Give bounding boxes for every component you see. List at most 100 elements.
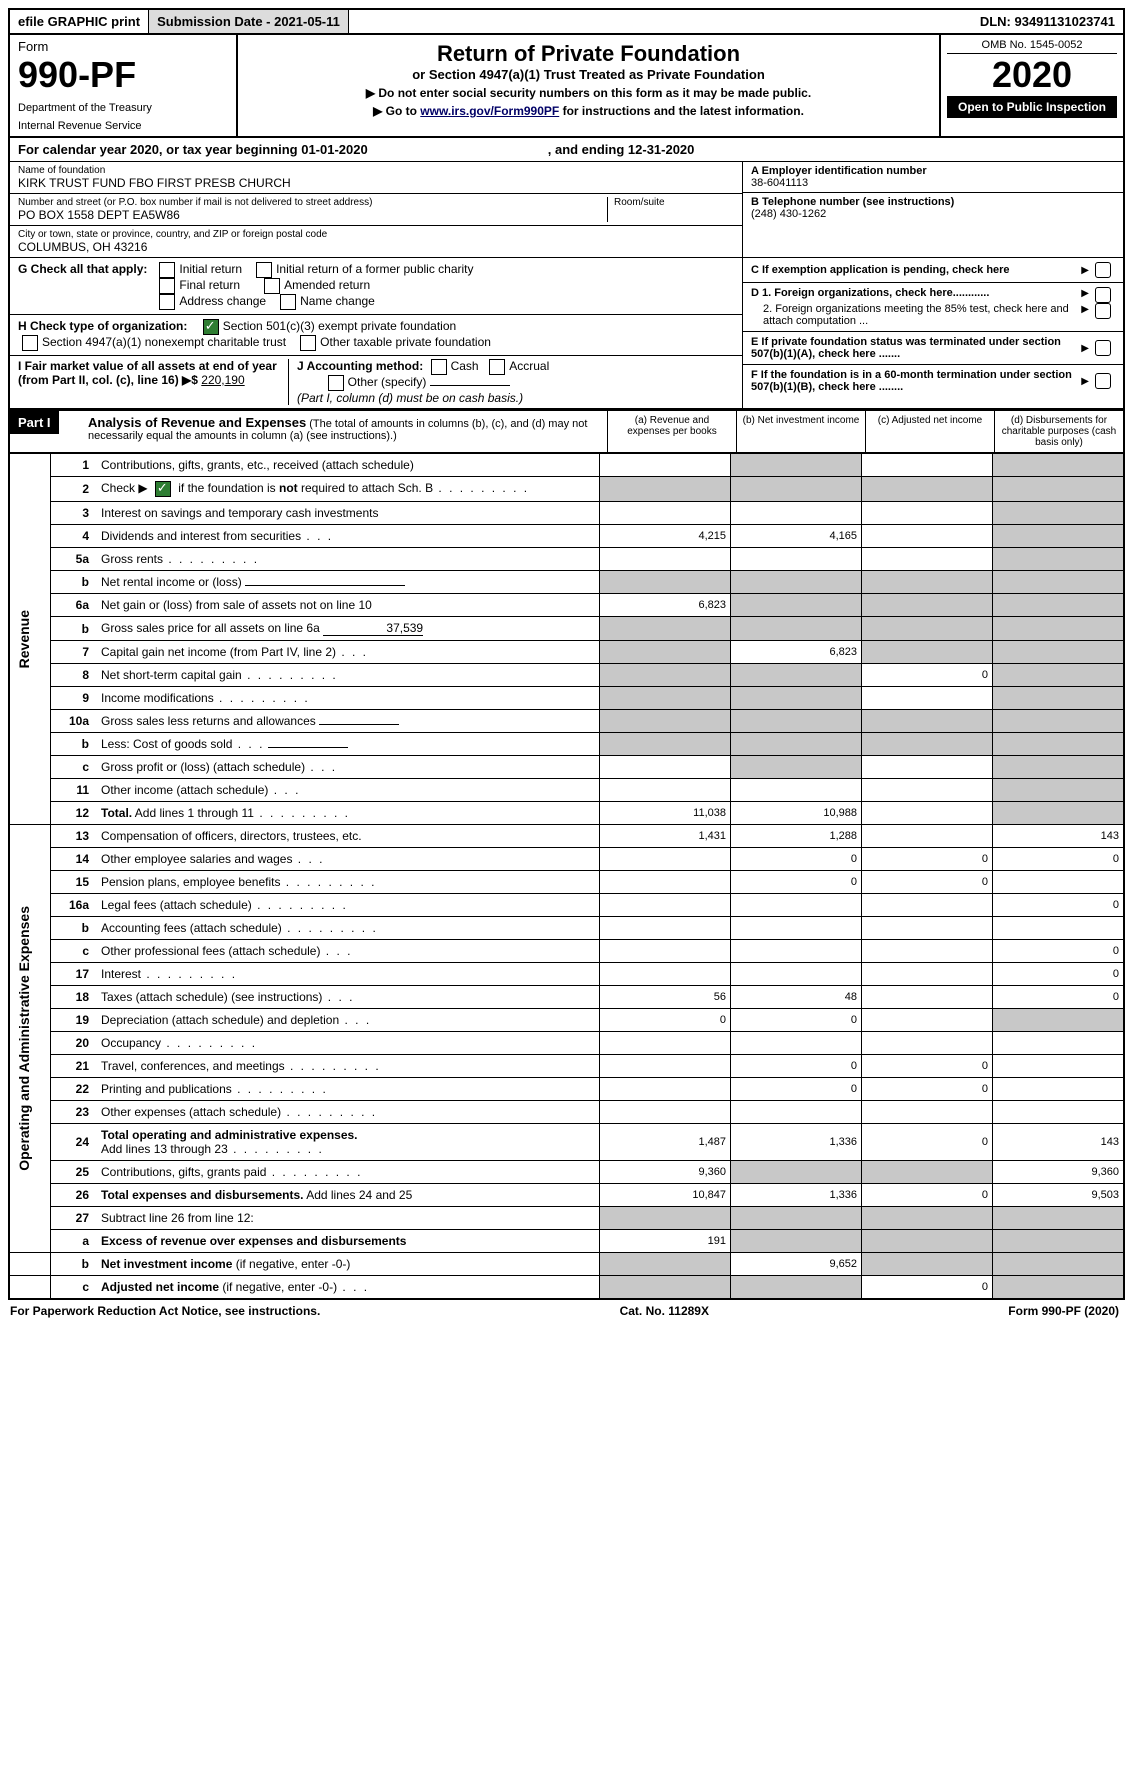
cb-501c3[interactable] [203, 319, 219, 335]
street-address: PO BOX 1558 DEPT EA5W86 [18, 208, 607, 222]
addr-change-label: Address change [179, 294, 266, 308]
expenses-section-label: Operating and Administrative Expenses [10, 825, 51, 1253]
arrow-icon [1081, 375, 1091, 387]
table-row: 22Printing and publications00 [10, 1078, 1123, 1101]
arrow-icon [1081, 287, 1091, 303]
ein-label: A Employer identification number [751, 165, 1115, 177]
cb-d2[interactable] [1095, 303, 1111, 319]
id-left: Name of foundation KIRK TRUST FUND FBO F… [10, 162, 742, 257]
goto-post: for instructions and the latest informat… [559, 104, 804, 118]
dept-irs: Internal Revenue Service [18, 120, 228, 132]
table-row: 19Depreciation (attach schedule) and dep… [10, 1009, 1123, 1032]
part1-header: Part I Analysis of Revenue and Expenses … [10, 409, 1123, 453]
cb-4947a1[interactable] [22, 335, 38, 351]
table-row: 18Taxes (attach schedule) (see instructi… [10, 986, 1123, 1009]
part1-table: Revenue 1 Contributions, gifts, grants, … [10, 453, 1123, 1298]
table-row: bLess: Cost of goods sold [10, 733, 1123, 756]
table-row: 12Total. Add lines 1 through 1111,03810,… [10, 802, 1123, 825]
cb-amended[interactable] [264, 278, 280, 294]
h-row: H Check type of organization: Section 50… [10, 315, 742, 356]
e-item: E If private foundation status was termi… [743, 332, 1123, 365]
other-taxable-label: Other taxable private foundation [320, 335, 491, 349]
title-box: Return of Private Foundation or Section … [238, 35, 939, 136]
form-ref: Form 990-PF (2020) [1008, 1304, 1119, 1318]
cb-initial-former[interactable] [256, 262, 272, 278]
paperwork-notice: For Paperwork Reduction Act Notice, see … [10, 1304, 320, 1318]
checks-block: G Check all that apply: Initial return I… [10, 258, 1123, 409]
col-c-head: (c) Adjusted net income [865, 411, 994, 452]
accrual-label: Accrual [509, 359, 549, 373]
cb-d1[interactable] [1095, 287, 1111, 303]
part1-desc: Analysis of Revenue and Expenses (The to… [80, 411, 607, 452]
table-row: bAccounting fees (attach schedule) [10, 917, 1123, 940]
goto-note: ▶ Go to www.irs.gov/Form990PF for instru… [248, 104, 929, 118]
other-specify-line [430, 385, 510, 386]
revenue-section-label: Revenue [10, 454, 51, 825]
table-row: 2 Check ▶ if the foundation is not requi… [10, 477, 1123, 502]
initial-former-label: Initial return of a former public charit… [276, 262, 473, 276]
table-row: 27Subtract line 26 from line 12: [10, 1207, 1123, 1230]
table-row: 17Interest0 [10, 963, 1123, 986]
cb-e[interactable] [1095, 340, 1111, 356]
cb-accrual[interactable] [489, 359, 505, 375]
j-note: (Part I, column (d) must be on cash basi… [297, 391, 523, 405]
identification-block: Name of foundation KIRK TRUST FUND FBO F… [10, 162, 1123, 258]
id-right: A Employer identification number 38-6041… [742, 162, 1123, 257]
cb-other-taxable[interactable] [300, 335, 316, 351]
table-row: 6aNet gain or (loss) from sale of assets… [10, 594, 1123, 617]
form-word: Form [18, 39, 228, 54]
h-label: H Check type of organization: [18, 319, 187, 333]
arrow-icon [1081, 264, 1091, 276]
c-label: C If exemption application is pending, c… [751, 264, 1081, 276]
name-label: Name of foundation [18, 165, 734, 176]
city-label: City or town, state or province, country… [18, 229, 734, 240]
table-row: 25Contributions, gifts, grants paid9,360… [10, 1161, 1123, 1184]
d-item: D 1. Foreign organizations, check here..… [743, 283, 1123, 332]
cb-initial-return[interactable] [159, 262, 175, 278]
table-row: bNet investment income (if negative, ent… [10, 1253, 1123, 1276]
f-item: F If the foundation is in a 60-month ter… [743, 365, 1123, 397]
city-state-zip: COLUMBUS, OH 43216 [18, 240, 734, 254]
cash-label: Cash [451, 359, 479, 373]
foundation-name: KIRK TRUST FUND FBO FIRST PRESB CHURCH [18, 176, 734, 190]
page-footer: For Paperwork Reduction Act Notice, see … [8, 1300, 1121, 1322]
table-row: 9Income modifications [10, 687, 1123, 710]
top-bar: efile GRAPHIC print Submission Date - 20… [10, 10, 1123, 35]
irs-link[interactable]: www.irs.gov/Form990PF [420, 104, 559, 118]
cat-number: Cat. No. 11289X [620, 1304, 709, 1318]
cb-f[interactable] [1095, 373, 1111, 389]
table-row: cAdjusted net income (if negative, enter… [10, 1276, 1123, 1299]
open-inspection: Open to Public Inspection [947, 96, 1117, 118]
addr-label: Number and street (or P.O. box number if… [18, 197, 607, 208]
table-row: 23Other expenses (attach schedule) [10, 1101, 1123, 1124]
cb-c[interactable] [1095, 262, 1111, 278]
e-label: E If private foundation status was termi… [751, 336, 1081, 360]
g-label: G Check all that apply: [18, 262, 147, 276]
initial-return-label: Initial return [179, 262, 242, 276]
table-row: Revenue 1 Contributions, gifts, grants, … [10, 454, 1123, 477]
501c3-label: Section 501(c)(3) exempt private foundat… [223, 319, 456, 333]
cb-sch-b[interactable] [155, 481, 171, 497]
cb-addr-change[interactable] [159, 294, 175, 310]
table-row: aExcess of revenue over expenses and dis… [10, 1230, 1123, 1253]
form-number: 990-PF [18, 54, 228, 96]
table-row: 11Other income (attach schedule) [10, 779, 1123, 802]
ein-field: A Employer identification number 38-6041… [743, 162, 1123, 193]
table-row: bGross sales price for all assets on lin… [10, 617, 1123, 641]
address-field: Number and street (or P.O. box number if… [10, 194, 742, 226]
table-row: Operating and Administrative Expenses 13… [10, 825, 1123, 848]
form-header: Form 990-PF Department of the Treasury I… [10, 35, 1123, 138]
cb-final-return[interactable] [159, 278, 175, 294]
table-row: 8Net short-term capital gain0 [10, 664, 1123, 687]
table-row: 26Total expenses and disbursements. Add … [10, 1184, 1123, 1207]
cb-name-change[interactable] [280, 294, 296, 310]
cb-cash[interactable] [431, 359, 447, 375]
checks-left: G Check all that apply: Initial return I… [10, 258, 742, 408]
cb-other-method[interactable] [328, 375, 344, 391]
table-row: 24Total operating and administrative exp… [10, 1124, 1123, 1161]
fmv-value: 220,190 [201, 373, 244, 387]
form-number-box: Form 990-PF Department of the Treasury I… [10, 35, 238, 136]
table-row: 3Interest on savings and temporary cash … [10, 502, 1123, 525]
table-row: bNet rental income or (loss) [10, 571, 1123, 594]
part1-title: Analysis of Revenue and Expenses [88, 415, 306, 430]
